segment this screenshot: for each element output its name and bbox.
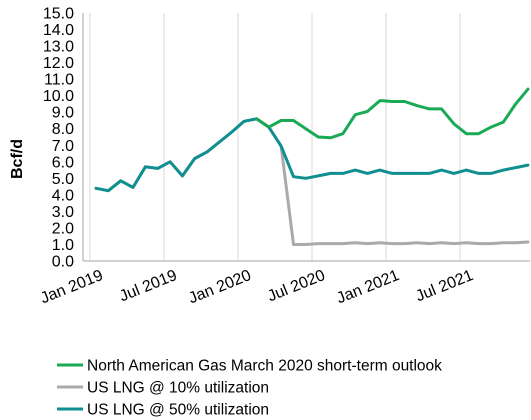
legend-label: North American Gas March 2020 short-term… — [87, 358, 442, 375]
y-tick-label: 0.0 — [52, 254, 74, 271]
y-tick-labels: 0.01.02.03.04.05.06.07.08.09.010.011.012… — [43, 6, 74, 271]
x-tick-label: Jul 2021 — [413, 267, 476, 305]
y-axis-label: Bcf/d — [9, 139, 26, 179]
y-tick-label: 3.0 — [52, 204, 74, 221]
y-tick-label: 11.0 — [44, 72, 74, 89]
y-tick-label: 8.0 — [52, 121, 74, 138]
series-lines — [94, 87, 530, 246]
grid-lines — [89, 13, 461, 261]
x-tick-label: Jul 2019 — [117, 267, 180, 305]
y-tick-label: 9.0 — [52, 105, 74, 122]
series-line — [255, 87, 530, 140]
x-tick-labels: Jan 2019 Jul 2019 Jan 2020 Jul 2020 Jan 2021… — [38, 267, 476, 307]
axes — [82, 13, 530, 262]
y-tick-label: 7.0 — [52, 138, 74, 155]
series-line — [94, 117, 530, 193]
y-tick-label: 14.0 — [43, 22, 74, 39]
legend-label: US LNG @ 10% utilization — [87, 380, 269, 397]
x-tick-label: Jan 2021 — [334, 267, 402, 307]
y-tick-label: 10.0 — [43, 88, 74, 105]
y-tick-label: 6.0 — [52, 154, 74, 171]
y-tick-label: 1.0 — [52, 237, 74, 254]
y-tick-label: 5.0 — [52, 171, 74, 188]
y-tick-label: 15.0 — [43, 6, 74, 23]
y-tick-label: 2.0 — [52, 220, 74, 237]
y-tick-label: 13.0 — [43, 39, 74, 56]
y-tick-label: 4.0 — [52, 187, 74, 204]
legend-label: US LNG @ 50% utilization — [87, 402, 269, 419]
y-tick-label: 12.0 — [43, 55, 74, 72]
legend: North American Gas March 2020 short-term… — [57, 358, 442, 419]
x-tick-label: Jul 2020 — [265, 267, 328, 305]
x-tick-label: Jan 2019 — [38, 267, 106, 307]
x-tick-label: Jan 2020 — [186, 267, 254, 307]
